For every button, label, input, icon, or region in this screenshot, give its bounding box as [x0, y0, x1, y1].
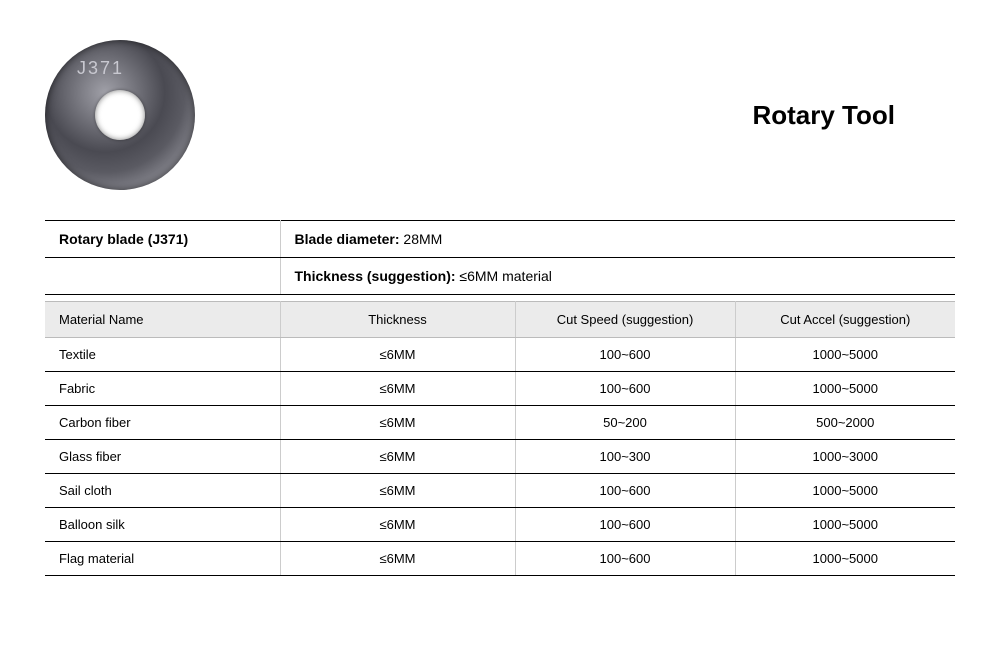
product-name: Rotary blade (J371) — [45, 221, 280, 258]
table-cell: Balloon silk — [45, 508, 280, 542]
thickness-label: Thickness (suggestion): — [295, 268, 456, 284]
table-cell: Fabric — [45, 372, 280, 406]
table-cell: ≤6MM — [280, 440, 515, 474]
header-row: J371 Rotary Tool — [45, 40, 955, 190]
table-cell: 100~600 — [515, 338, 735, 372]
table-cell: 1000~5000 — [735, 508, 955, 542]
table-cell: ≤6MM — [280, 508, 515, 542]
col-header-thickness: Thickness — [280, 302, 515, 338]
thickness-cell: Thickness (suggestion): ≤6MM material — [280, 258, 955, 295]
spec-row-product: Rotary blade (J371) Blade diameter: 28MM — [45, 221, 955, 258]
table-cell: Sail cloth — [45, 474, 280, 508]
table-cell: ≤6MM — [280, 406, 515, 440]
table-cell: Carbon fiber — [45, 406, 280, 440]
spec-table: Rotary blade (J371) Blade diameter: 28MM… — [45, 220, 955, 295]
spec-row-thickness: Thickness (suggestion): ≤6MM material — [45, 258, 955, 295]
table-cell: 1000~5000 — [735, 474, 955, 508]
table-cell: 1000~5000 — [735, 542, 955, 576]
table-row: Balloon silk≤6MM100~6001000~5000 — [45, 508, 955, 542]
col-header-material: Material Name — [45, 302, 280, 338]
table-cell: ≤6MM — [280, 372, 515, 406]
diameter-value: 28MM — [400, 231, 443, 247]
col-header-speed: Cut Speed (suggestion) — [515, 302, 735, 338]
table-row: Carbon fiber≤6MM50~200500~2000 — [45, 406, 955, 440]
table-cell: 100~300 — [515, 440, 735, 474]
table-cell: 100~600 — [515, 508, 735, 542]
table-header-row: Material Name Thickness Cut Speed (sugge… — [45, 302, 955, 338]
col-header-accel: Cut Accel (suggestion) — [735, 302, 955, 338]
thickness-value: ≤6MM material — [456, 268, 552, 284]
table-cell: ≤6MM — [280, 474, 515, 508]
data-table: Material Name Thickness Cut Speed (sugge… — [45, 301, 955, 576]
blade-hole — [95, 90, 145, 140]
table-cell: 1000~3000 — [735, 440, 955, 474]
table-cell: 50~200 — [515, 406, 735, 440]
table-row: Sail cloth≤6MM100~6001000~5000 — [45, 474, 955, 508]
blade-image: J371 — [45, 40, 195, 190]
table-cell: 100~600 — [515, 474, 735, 508]
table-row: Textile≤6MM100~6001000~5000 — [45, 338, 955, 372]
table-cell: 100~600 — [515, 372, 735, 406]
table-cell: 1000~5000 — [735, 338, 955, 372]
table-cell: 1000~5000 — [735, 372, 955, 406]
diameter-label: Blade diameter: — [295, 231, 400, 247]
table-row: Glass fiber≤6MM100~3001000~3000 — [45, 440, 955, 474]
table-cell: Flag material — [45, 542, 280, 576]
table-cell: Glass fiber — [45, 440, 280, 474]
table-row: Flag material≤6MM100~6001000~5000 — [45, 542, 955, 576]
page-title: Rotary Tool — [752, 100, 895, 131]
diameter-cell: Blade diameter: 28MM — [280, 221, 955, 258]
blade-marking: J371 — [77, 58, 124, 79]
spec-empty-cell — [45, 258, 280, 295]
table-cell: 500~2000 — [735, 406, 955, 440]
table-row: Fabric≤6MM100~6001000~5000 — [45, 372, 955, 406]
table-cell: 100~600 — [515, 542, 735, 576]
table-cell: ≤6MM — [280, 542, 515, 576]
table-cell: Textile — [45, 338, 280, 372]
table-cell: ≤6MM — [280, 338, 515, 372]
